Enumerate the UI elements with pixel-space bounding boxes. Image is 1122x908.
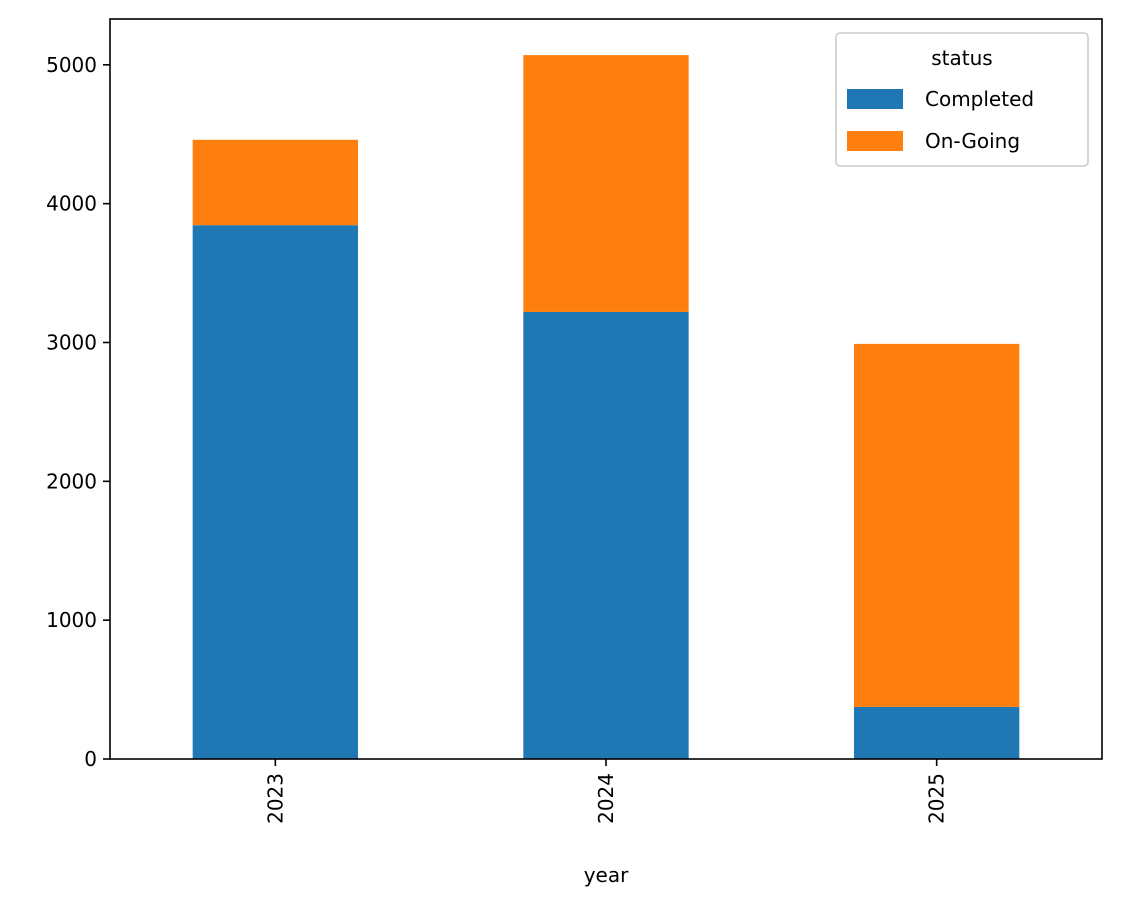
legend-swatch-on-going [847, 131, 903, 151]
y-tick-label: 3000 [46, 330, 97, 354]
y-tick-label: 0 [84, 747, 97, 771]
x-tick-label-2023: 2023 [263, 773, 287, 824]
bar-completed-2023 [192, 225, 358, 760]
legend-label-on-going: On-Going [925, 129, 1020, 153]
y-tick-label: 1000 [46, 608, 97, 632]
bars-layer [192, 55, 1020, 760]
bar-on-going-2024 [523, 55, 689, 312]
bar-completed-2025 [854, 706, 1020, 759]
y-tick-label: 5000 [46, 53, 97, 77]
plot-frame [109, 18, 1103, 760]
legend: status Completed On-Going [835, 32, 1089, 167]
bar-completed-2024 [523, 311, 689, 759]
y-axis: 0 1000 2000 3000 4000 5000 [46, 53, 110, 771]
x-tick-label-2024: 2024 [594, 773, 618, 824]
legend-label-completed: Completed [925, 87, 1034, 111]
legend-title: status [931, 46, 992, 70]
x-axis: 2023 2024 2025 [263, 759, 949, 824]
x-tick-label-2025: 2025 [925, 773, 949, 824]
x-axis-label: year [584, 863, 629, 887]
y-tick-label: 2000 [46, 469, 97, 493]
y-tick-label: 4000 [46, 192, 97, 216]
bar-on-going-2025 [854, 343, 1020, 707]
legend-items: Completed On-Going [847, 87, 1034, 153]
legend-swatch-completed [847, 89, 903, 109]
bar-on-going-2023 [192, 139, 358, 226]
